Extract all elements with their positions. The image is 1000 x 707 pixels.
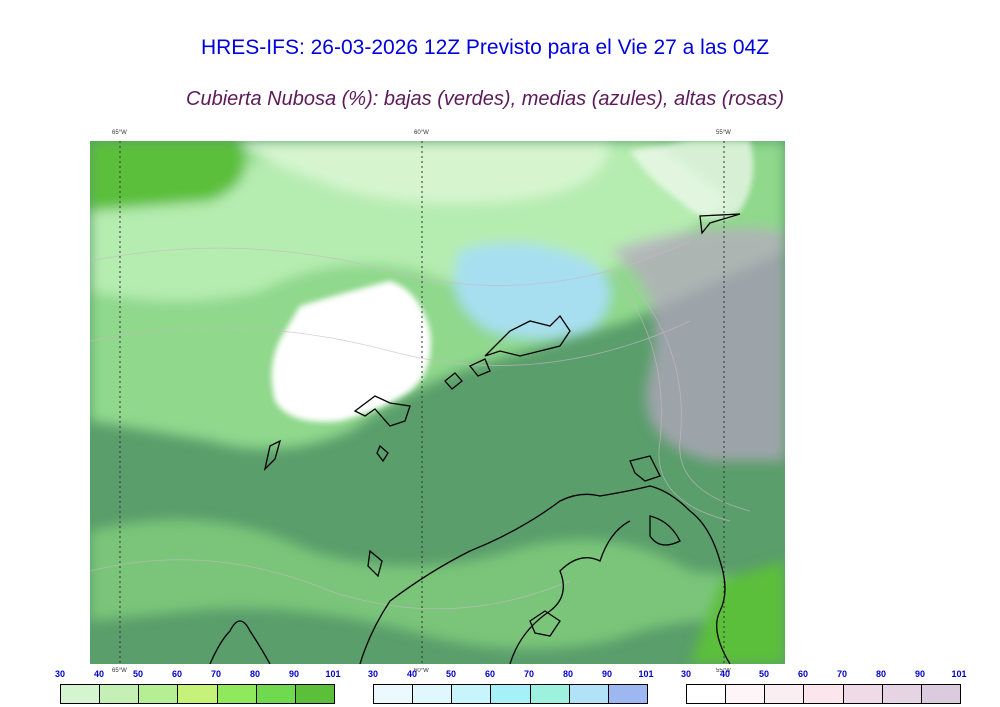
legend-tick-mid-90: 90 xyxy=(601,669,613,679)
legend-swatch-high-4 xyxy=(843,685,883,703)
southeast-green xyxy=(690,561,785,664)
legend-tick-low-80: 80 xyxy=(249,669,261,679)
legend-swatch-mid-3 xyxy=(491,685,531,703)
west-green-patch xyxy=(90,141,246,211)
legend-swatch-mid-0 xyxy=(374,685,414,703)
legend-tick-mid-60: 60 xyxy=(484,669,496,679)
coastline-mainland xyxy=(359,485,731,664)
legend-swatch-high-2 xyxy=(765,685,805,703)
legend-swatch-high-3 xyxy=(804,685,844,703)
lon-label-bottom-60w: 60°W xyxy=(414,668,429,674)
legend-mid-clouds xyxy=(373,684,648,704)
legend-tick-low-90: 90 xyxy=(288,669,300,679)
legend-tick-mid-50: 50 xyxy=(445,669,457,679)
legend-swatch-low-3 xyxy=(178,685,218,703)
legend-tick-high-40: 40 xyxy=(719,669,731,679)
coastline-peninsula xyxy=(353,395,411,427)
legend-tick-low-30: 30 xyxy=(54,669,66,679)
legend-swatch-mid-5 xyxy=(569,685,609,703)
lon-label-bottom-55w: 55°W xyxy=(716,668,731,674)
cloud-band-pale xyxy=(240,141,610,204)
lon-label-55w: 55°W xyxy=(716,130,731,136)
legend-swatch-mid-1 xyxy=(413,685,453,703)
legend-swatch-low-0 xyxy=(61,685,101,703)
legend-tick-mid-70: 70 xyxy=(523,669,535,679)
legend-tick-low-40: 40 xyxy=(93,669,105,679)
legend-swatch-high-5 xyxy=(882,685,922,703)
coastline-west xyxy=(209,620,271,664)
legend-swatch-high-6 xyxy=(921,685,960,703)
mid-cloud-patch xyxy=(454,243,610,339)
legend-swatch-high-1 xyxy=(726,685,766,703)
legend-low-clouds xyxy=(60,684,335,704)
legend-tick-high-101: 101 xyxy=(951,669,967,679)
coastline-north-coast xyxy=(484,314,571,357)
legend-swatch-low-2 xyxy=(139,685,179,703)
chart-title: HRES-IFS: 26-03-2026 12Z Previsto para e… xyxy=(200,36,770,59)
legend-tick-mid-101: 101 xyxy=(638,669,654,679)
legend-tick-high-80: 80 xyxy=(875,669,887,679)
lon-label-60w: 60°W xyxy=(414,130,429,136)
coastline-islands-south xyxy=(367,549,561,637)
coastline-inland-b xyxy=(649,515,681,546)
legend-swatch-mid-4 xyxy=(530,685,570,703)
legend-tick-high-30: 30 xyxy=(680,669,692,679)
coastline-island-b xyxy=(468,358,491,377)
legend-tick-high-60: 60 xyxy=(797,669,809,679)
coastline-island-d xyxy=(699,213,741,235)
coastline-small-islands xyxy=(263,439,389,472)
coastline-island-a xyxy=(444,372,463,390)
legend-swatch-low-1 xyxy=(100,685,140,703)
legend-tick-high-90: 90 xyxy=(914,669,926,679)
legend-swatch-low-5 xyxy=(256,685,296,703)
chart-subtitle: Cubierta Nubosa (%): bajas (verdes), med… xyxy=(186,88,784,110)
legend-tick-mid-80: 80 xyxy=(562,669,574,679)
legend-tick-low-60: 60 xyxy=(171,669,183,679)
lon-label-65w: 65°W xyxy=(112,130,127,136)
clear-sky-area xyxy=(271,281,431,422)
legend-swatch-high-0 xyxy=(687,685,727,703)
legend-tick-low-101: 101 xyxy=(325,669,341,679)
clear-sky-area-north xyxy=(630,141,754,219)
legend-tick-high-50: 50 xyxy=(758,669,770,679)
legend-swatch-low-6 xyxy=(295,685,334,703)
legend-tick-high-70: 70 xyxy=(836,669,848,679)
legend-high-clouds xyxy=(686,684,961,704)
legend-tick-low-50: 50 xyxy=(132,669,144,679)
legend-swatch-low-4 xyxy=(217,685,257,703)
legend-swatch-mid-6 xyxy=(608,685,647,703)
legend-swatch-mid-2 xyxy=(452,685,492,703)
coastline-inland-a xyxy=(509,520,631,664)
legend-tick-mid-40: 40 xyxy=(406,669,418,679)
coastline-island-c xyxy=(629,455,661,482)
legend-tick-mid-30: 30 xyxy=(367,669,379,679)
south-cloud-band xyxy=(90,519,785,649)
cloud-cover-map xyxy=(90,141,785,664)
high-cloud-band xyxy=(610,228,785,461)
legend-tick-low-70: 70 xyxy=(210,669,222,679)
lon-label-bottom-65w: 65°W xyxy=(112,668,127,674)
